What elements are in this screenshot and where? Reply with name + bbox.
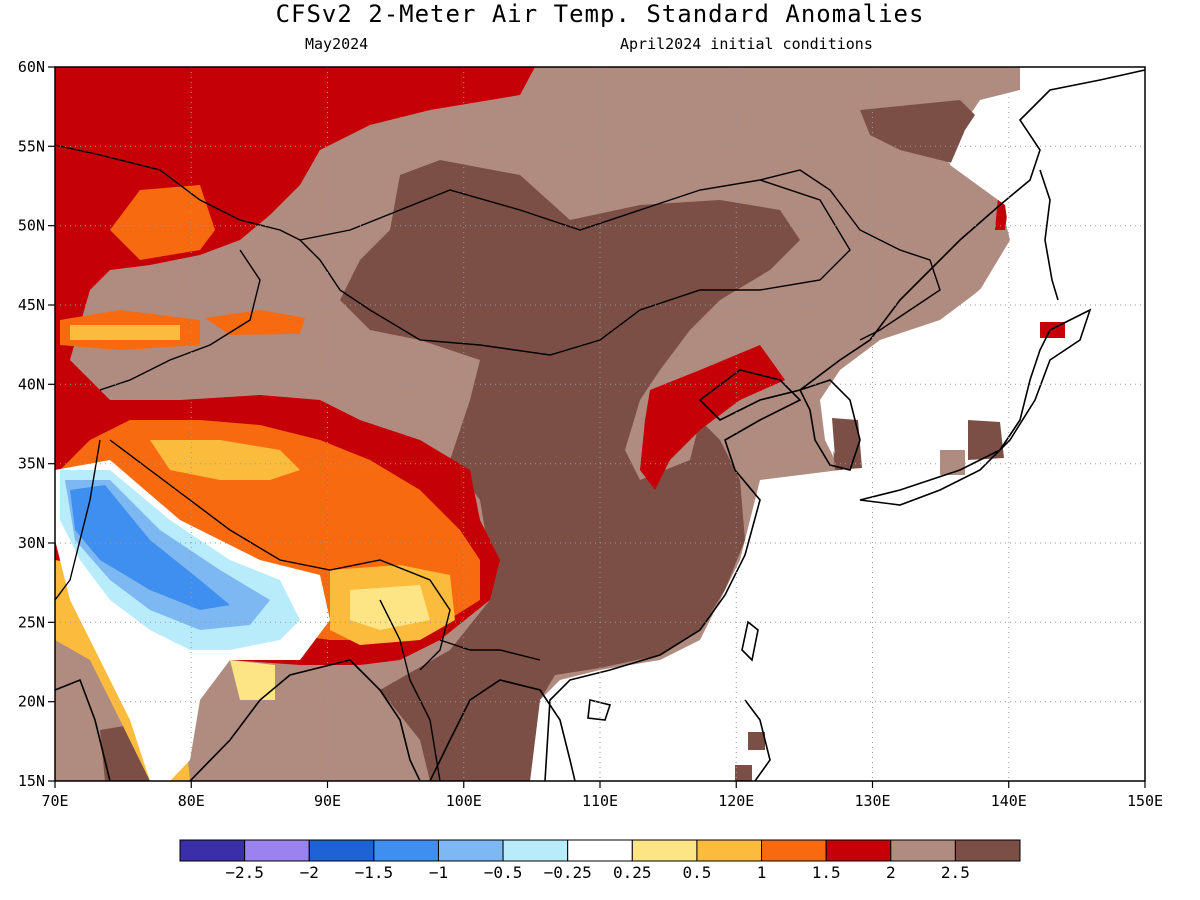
coastline-china-east [544, 69, 1145, 781]
colorbar-label: 0.5 [682, 863, 711, 882]
colorbar-swatch [954, 839, 1021, 862]
colorbar-label: 1.5 [812, 863, 841, 882]
coastline-taiwan [741, 620, 759, 662]
colorbar-label: 0.25 [613, 863, 652, 882]
colorbar-label: −2 [300, 863, 319, 882]
border-russia-china-ne [759, 169, 941, 341]
anomaly-patch-japan2 [968, 420, 1004, 460]
lat-label: 45N [18, 296, 45, 314]
coastline-japan [859, 308, 1092, 506]
anomaly-patch-red-east [640, 345, 785, 490]
borders [55, 144, 941, 781]
colorbar-label: −1.5 [355, 863, 394, 882]
border-mongolia [298, 179, 851, 356]
anomaly-region-yellow [350, 585, 430, 630]
coastline-sakhalin [1039, 169, 1059, 301]
colorbar-swatch [567, 839, 633, 862]
border-kazakh-china [99, 249, 261, 391]
colorbar-label: −2.5 [225, 863, 264, 882]
anomaly-shading [55, 67, 1145, 781]
coastlines [55, 69, 1145, 781]
lat-label: 55N [18, 137, 45, 155]
lon-label: 100E [446, 792, 482, 810]
lat-label: 20N [18, 693, 45, 711]
lat-label: 30N [18, 534, 45, 552]
lon-label: 70E [41, 792, 68, 810]
anomaly-patch-korea2 [832, 418, 862, 470]
gridlines [55, 67, 1145, 781]
colorbar-label: 2 [886, 863, 896, 882]
colorbar-swatch [437, 839, 504, 862]
colorbar-swatch [761, 839, 827, 862]
lon-label: 130E [854, 792, 890, 810]
anomaly-patch-luzon [735, 765, 752, 781]
colorbar [179, 839, 1021, 862]
colorbar-label: −0.25 [544, 863, 592, 882]
colorbar-swatch [502, 839, 569, 862]
coastline-philippines [744, 699, 771, 781]
colorbar-label: 2.5 [941, 863, 970, 882]
anomaly-patch-lo-west [70, 325, 180, 340]
border-india-pakistan [55, 439, 101, 601]
anomaly-patch-yellow-west [230, 660, 275, 700]
lon-label: 140E [991, 792, 1027, 810]
tick-marks [48, 66, 1146, 788]
lat-label: 15N [18, 772, 45, 790]
lon-label: 90E [314, 792, 341, 810]
colorbar-swatch [631, 839, 698, 862]
colorbar-swatch [890, 839, 956, 862]
colorbar-label: −1 [429, 863, 448, 882]
coastline-korea [798, 379, 861, 471]
initial-conditions: April2024 initial conditions [620, 35, 873, 53]
colorbar-label: −0.5 [484, 863, 523, 882]
anomaly-region-light-orange [150, 440, 300, 480]
lon-label: 120E [718, 792, 754, 810]
colorbar-swatch [308, 839, 375, 862]
lat-label: 35N [18, 455, 45, 473]
border-himalaya [109, 439, 451, 671]
anomaly-patch-orange-north [110, 185, 215, 260]
coastline-india [55, 659, 351, 781]
anomaly-region-blue [70, 485, 230, 610]
colorbar-swatch [696, 839, 763, 862]
lat-label: 60N [18, 58, 45, 76]
lon-label: 110E [582, 792, 618, 810]
coastline-bay-bengal [349, 659, 421, 781]
border-tibet-china [439, 639, 541, 661]
lon-label: 80E [178, 792, 205, 810]
lat-labels: 60N 55N 50N 45N 40N 35N 30N 25N 20N 15N [18, 58, 45, 790]
colorbar-swatch [825, 839, 892, 862]
chart-title: CFSv2 2-Meter Air Temp. Standard Anomali… [275, 0, 925, 28]
lon-labels: 70E 80E 90E 100E 110E 120E 130E 140E 150… [41, 792, 1163, 810]
anomaly-region-very-high [340, 160, 800, 781]
colorbar-swatch [179, 839, 246, 862]
anomaly-patch-japan-high [940, 450, 965, 475]
colorbar-label: 1 [757, 863, 767, 882]
border-myanmar [379, 599, 441, 781]
colorbar-swatch [244, 839, 310, 862]
colorbar-labels: −2.5 −2 −1.5 −1 −0.5 −0.25 0.25 0.5 1 1.5 2 2.5 [225, 863, 969, 882]
lat-label: 40N [18, 375, 45, 393]
anomaly-patch-orange-mid [205, 310, 305, 335]
lon-label: 150E [1127, 792, 1163, 810]
colorbar-swatch [373, 839, 439, 862]
anomaly-patch-taiwan2 [748, 732, 765, 750]
coastline-hainan [587, 699, 612, 721]
forecast-month: May2024 [305, 35, 369, 53]
lat-label: 50N [18, 217, 45, 235]
border-central-asia [55, 144, 301, 241]
coastline-indochina [429, 679, 576, 781]
lat-label: 25N [18, 613, 45, 631]
